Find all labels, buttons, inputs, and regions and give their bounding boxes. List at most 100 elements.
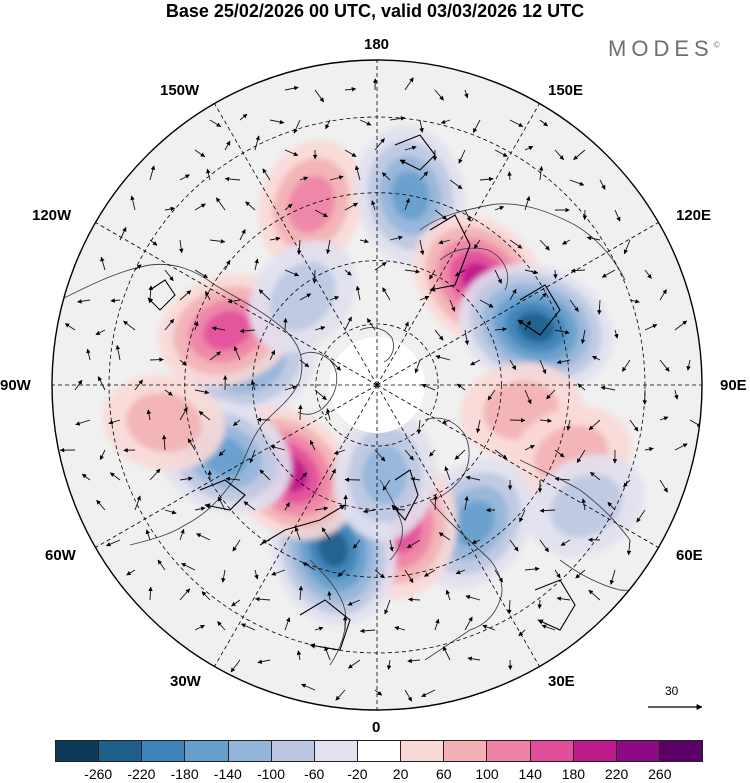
wind-vector-129 xyxy=(239,328,256,334)
meridian-150 xyxy=(376,103,540,386)
wind-vector-9 xyxy=(269,119,285,125)
wind-vector-37 xyxy=(262,168,271,181)
wind-vector-324 xyxy=(230,659,241,673)
wind-vector-329 xyxy=(386,659,392,670)
wind-vector-125 xyxy=(123,320,136,331)
lon-label-150w: 150W xyxy=(160,82,200,99)
colorbar-tick-9: 100 xyxy=(475,766,499,782)
wind-vector-280 xyxy=(181,563,196,571)
wind-vector-331 xyxy=(442,646,451,661)
wind-vector-110 xyxy=(299,293,312,301)
reference-vector-label: 30 xyxy=(665,684,679,698)
wind-vector-308 xyxy=(537,599,542,609)
wind-vector-151 xyxy=(299,359,310,368)
colorbar-tick-3: -140 xyxy=(213,766,242,782)
wind-vector-188 xyxy=(298,404,303,421)
wind-vector-277 xyxy=(626,539,632,556)
wind-vector-7 xyxy=(209,119,222,128)
wind-vector-266 xyxy=(294,526,301,541)
wind-vector-33 xyxy=(149,165,156,181)
wind-vector-65 xyxy=(614,209,621,222)
colorbar-tick-11: 180 xyxy=(561,766,586,782)
wind-vector-137 xyxy=(494,327,507,332)
wind-vector-84 xyxy=(100,256,106,271)
wind-vector-131 xyxy=(314,326,326,331)
wind-vector-310 xyxy=(588,589,601,601)
wind-vector-52 xyxy=(215,197,226,211)
wind-vector-123 xyxy=(64,323,76,331)
wind-vector-227 xyxy=(259,469,271,481)
wind-vector-82 xyxy=(586,235,601,241)
wind-vector-291 xyxy=(524,566,540,572)
wind-vector-132 xyxy=(344,316,352,331)
streamline-5 xyxy=(391,469,419,521)
wind-vector-242 xyxy=(134,495,141,511)
colorbar-swatch-10 xyxy=(487,741,531,761)
wind-vector-226 xyxy=(225,476,241,482)
colorbar-swatch-2 xyxy=(142,741,186,761)
wind-vector-138 xyxy=(524,320,531,331)
wind-vector-197 xyxy=(629,419,639,432)
wind-vector-124 xyxy=(95,329,106,336)
wind-vector-116 xyxy=(479,299,494,308)
wind-vector-205 xyxy=(218,449,226,457)
wind-vector-224 xyxy=(179,476,193,481)
wind-vector-243 xyxy=(164,509,177,515)
wind-vector-317 xyxy=(359,628,376,634)
wind-vector-156 xyxy=(509,359,517,371)
lon-label-60e: 60E xyxy=(676,547,703,564)
wind-vector-14 xyxy=(419,119,424,133)
wind-vector-325 xyxy=(257,659,271,664)
lon-label-90e: 90E xyxy=(720,377,747,394)
wind-vector-30 xyxy=(524,146,534,151)
wind-vector-89 xyxy=(254,258,259,271)
wind-vector-158 xyxy=(556,359,571,365)
wind-vector-111 xyxy=(329,296,340,301)
wind-vector-155 xyxy=(470,359,481,366)
wind-vector-337 xyxy=(404,689,413,702)
wind-vector-93 xyxy=(374,262,387,271)
map-border xyxy=(51,59,703,711)
wind-vector-70 xyxy=(239,229,246,241)
colorbar-tick-2: -180 xyxy=(170,766,199,782)
wind-vector-95 xyxy=(429,269,436,280)
wind-vector-74 xyxy=(359,238,369,244)
wind-vector-22 xyxy=(284,149,299,156)
anomaly-center-2 xyxy=(258,139,365,269)
wind-vector-143 xyxy=(674,320,688,331)
wind-vector-1 xyxy=(314,89,325,103)
wind-vector-36 xyxy=(224,176,241,182)
wind-vector-161 xyxy=(659,359,670,372)
wind-vector-304 xyxy=(408,597,421,602)
wind-vector-229 xyxy=(329,468,336,481)
colorbar-tick-1: -220 xyxy=(127,766,156,782)
wind-vector-127 xyxy=(194,321,199,331)
wind-vector-96 xyxy=(454,269,466,277)
map-title: Base 25/02/2026 00 UTC, valid 03/03/2026… xyxy=(165,1,585,21)
wind-vector-192 xyxy=(475,419,481,434)
wind-vector-28 xyxy=(458,149,466,164)
wind-vector-223 xyxy=(149,468,161,481)
wind-vector-207 xyxy=(270,445,286,451)
wind-vector-119 xyxy=(569,299,579,312)
wind-vector-289 xyxy=(455,569,466,575)
wind-vector-174 xyxy=(487,389,496,401)
wind-vector-231 xyxy=(382,479,391,491)
wind-vector-300 xyxy=(298,585,304,601)
wind-vector-250 xyxy=(363,508,376,514)
streamline-1 xyxy=(394,134,436,171)
wind-vector-238 xyxy=(590,471,601,481)
graticule xyxy=(52,60,702,710)
wind-vector-284 xyxy=(302,562,316,571)
wind-vector-299 xyxy=(254,596,271,602)
wind-vector-15 xyxy=(440,119,451,124)
wind-vector-135 xyxy=(434,329,444,341)
wind-vector-239 xyxy=(623,479,631,488)
wind-vector-56 xyxy=(344,202,359,211)
wind-vector-234 xyxy=(465,475,481,481)
streamline-4 xyxy=(534,579,576,631)
wind-vector-203 xyxy=(161,434,167,451)
wind-vector-287 xyxy=(404,569,414,584)
wind-vector-195 xyxy=(566,419,571,431)
wind-vector-270 xyxy=(406,539,421,549)
